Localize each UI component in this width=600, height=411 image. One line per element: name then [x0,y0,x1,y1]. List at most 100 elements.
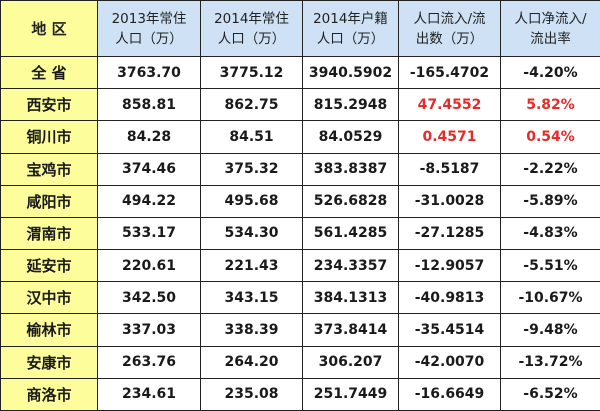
value-cell: 343.15 [200,281,303,315]
value-cell: 84.28 [97,120,201,154]
value-cell: 3775.12 [200,55,303,90]
header-row: 地 区 2013年常住 人口（万） 2014年常住 人口（万） 2014年户籍 人口（万）人… [0,0,600,57]
value-cell: 815.2948 [302,88,399,122]
value-cell: -5.89% [500,184,600,218]
value-cell: 306.207 [302,345,399,379]
table-row: 安康市 263.76 264.20 306.207 -42.0070 -13.72% [0,345,600,379]
value-cell: 235.08 [200,377,303,411]
value-cell: 342.50 [97,281,201,315]
header-line: 2014年户籍 [313,10,388,27]
value-cell: 495.68 [200,184,303,218]
region-cell: 铜川市 [0,120,98,154]
header-line: 2013年常住 [111,10,187,27]
value-cell: -31.0028 [398,184,501,218]
header-cell: 人口流入/流 出数（万） [398,0,501,57]
value-cell: 5.82% [500,88,600,122]
table-row: 咸阳市 494.22 495.68 526.6828 -31.0028 -5.89% [0,184,600,218]
value-cell: 3763.70 [97,55,201,90]
value-cell: -5.51% [500,249,600,283]
value-cell: 234.3357 [302,249,399,283]
value-cell: -4.20% [500,55,600,90]
value-cell: -16.6649 [398,377,501,411]
header-line: 出数（万） [415,30,484,47]
value-cell: 526.6828 [302,184,399,218]
header-cell: 2013年常住 人口（万） [97,0,201,57]
region-cell: 榆林市 [0,313,98,347]
header-line: 人口（万） [316,30,385,47]
value-cell: 220.61 [97,249,201,283]
header-cell: 人口净流入/流出率 [500,0,600,57]
table-row: 全 省 3763.70 3775.12 3940.5902 -165.4702 -4.20… [0,55,600,90]
table-row: 渭南市 533.17 534.30 561.4285 -27.1285 -4.83% [0,216,600,251]
value-cell: 561.4285 [302,216,399,251]
value-cell: 263.76 [97,345,201,379]
value-cell: 234.61 [97,377,201,411]
header-cell: 2014年户籍 人口（万） [302,0,399,57]
value-cell: 251.7449 [302,377,399,411]
region-cell: 安康市 [0,345,98,379]
value-cell: -8.5187 [398,152,501,186]
region-cell: 宝鸡市 [0,152,98,186]
header-line: 人口流入/流 [413,10,486,27]
value-cell: 862.75 [200,88,303,122]
region-cell: 商洛市 [0,377,98,411]
table-row: 铜川市 84.28 84.51 84.0529 0.4571 0.54% [0,120,600,154]
region-cell: 西安市 [0,88,98,122]
value-cell: 534.30 [200,216,303,251]
value-cell: 494.22 [97,184,201,218]
header-line: 人口净流入/ [514,10,587,27]
value-cell: -6.52% [500,377,600,411]
value-cell: 383.8387 [302,152,399,186]
table-body: 全 省 3763.70 3775.12 3940.5902 -165.4702 -4.20… [0,55,600,411]
value-cell: 84.0529 [302,120,399,154]
value-cell: 374.46 [97,152,201,186]
region-cell: 渭南市 [0,216,98,251]
header-line: 人口（万） [217,30,286,47]
header-line: 流出率 [530,30,571,47]
value-cell: 375.32 [200,152,303,186]
value-cell: -10.67% [500,281,600,315]
header-line: 2014年常住 [214,10,289,27]
table-row: 汉中市 342.50 343.15 384.1313 -40.9813 -10.67% [0,281,600,315]
header-cell: 2014年常住 人口（万） [200,0,303,57]
value-cell: 84.51 [200,120,303,154]
value-cell: 338.39 [200,313,303,347]
header-cell: 地 区 [0,0,98,57]
value-cell: -4.83% [500,216,600,251]
value-cell: -165.4702 [398,55,501,90]
value-cell: 0.54% [500,120,600,154]
table-row: 商洛市 234.61 235.08 251.7449 -16.6649 -6.52% [0,377,600,411]
value-cell: 47.4552 [398,88,501,122]
value-cell: -40.9813 [398,281,501,315]
value-cell: 858.81 [97,88,201,122]
value-cell: 533.17 [97,216,201,251]
region-cell: 全 省 [0,55,98,90]
value-cell: -42.0070 [398,345,501,379]
table-row: 西安市 858.81 862.75 815.2948 47.4552 5.82% [0,88,600,122]
value-cell: 337.03 [97,313,201,347]
table-header: 地 区 2013年常住 人口（万） 2014年常住 人口（万） 2014年户籍 人口（万）人… [0,0,600,57]
region-cell: 汉中市 [0,281,98,315]
value-cell: 384.1313 [302,281,399,315]
region-cell: 延安市 [0,249,98,283]
value-cell: -13.72% [500,345,600,379]
value-cell: -2.22% [500,152,600,186]
value-cell: -9.48% [500,313,600,347]
value-cell: -12.9057 [398,249,501,283]
region-cell: 咸阳市 [0,184,98,218]
table-row: 延安市 220.61 221.43 234.3357 -12.9057 -5.51% [0,249,600,283]
header-line: 人口（万） [115,30,183,47]
value-cell: 221.43 [200,249,303,283]
value-cell: 264.20 [200,345,303,379]
table-row: 宝鸡市 374.46 375.32 383.8387 -8.5187 -2.22% [0,152,600,186]
value-cell: 0.4571 [398,120,501,154]
value-cell: 3940.5902 [302,55,399,90]
value-cell: -27.1285 [398,216,501,251]
table-row: 榆林市 337.03 338.39 373.8414 -35.4514 -9.48% [0,313,600,347]
header-line: 地 区 [31,19,67,38]
value-cell: -35.4514 [398,313,501,347]
value-cell: 373.8414 [302,313,399,347]
